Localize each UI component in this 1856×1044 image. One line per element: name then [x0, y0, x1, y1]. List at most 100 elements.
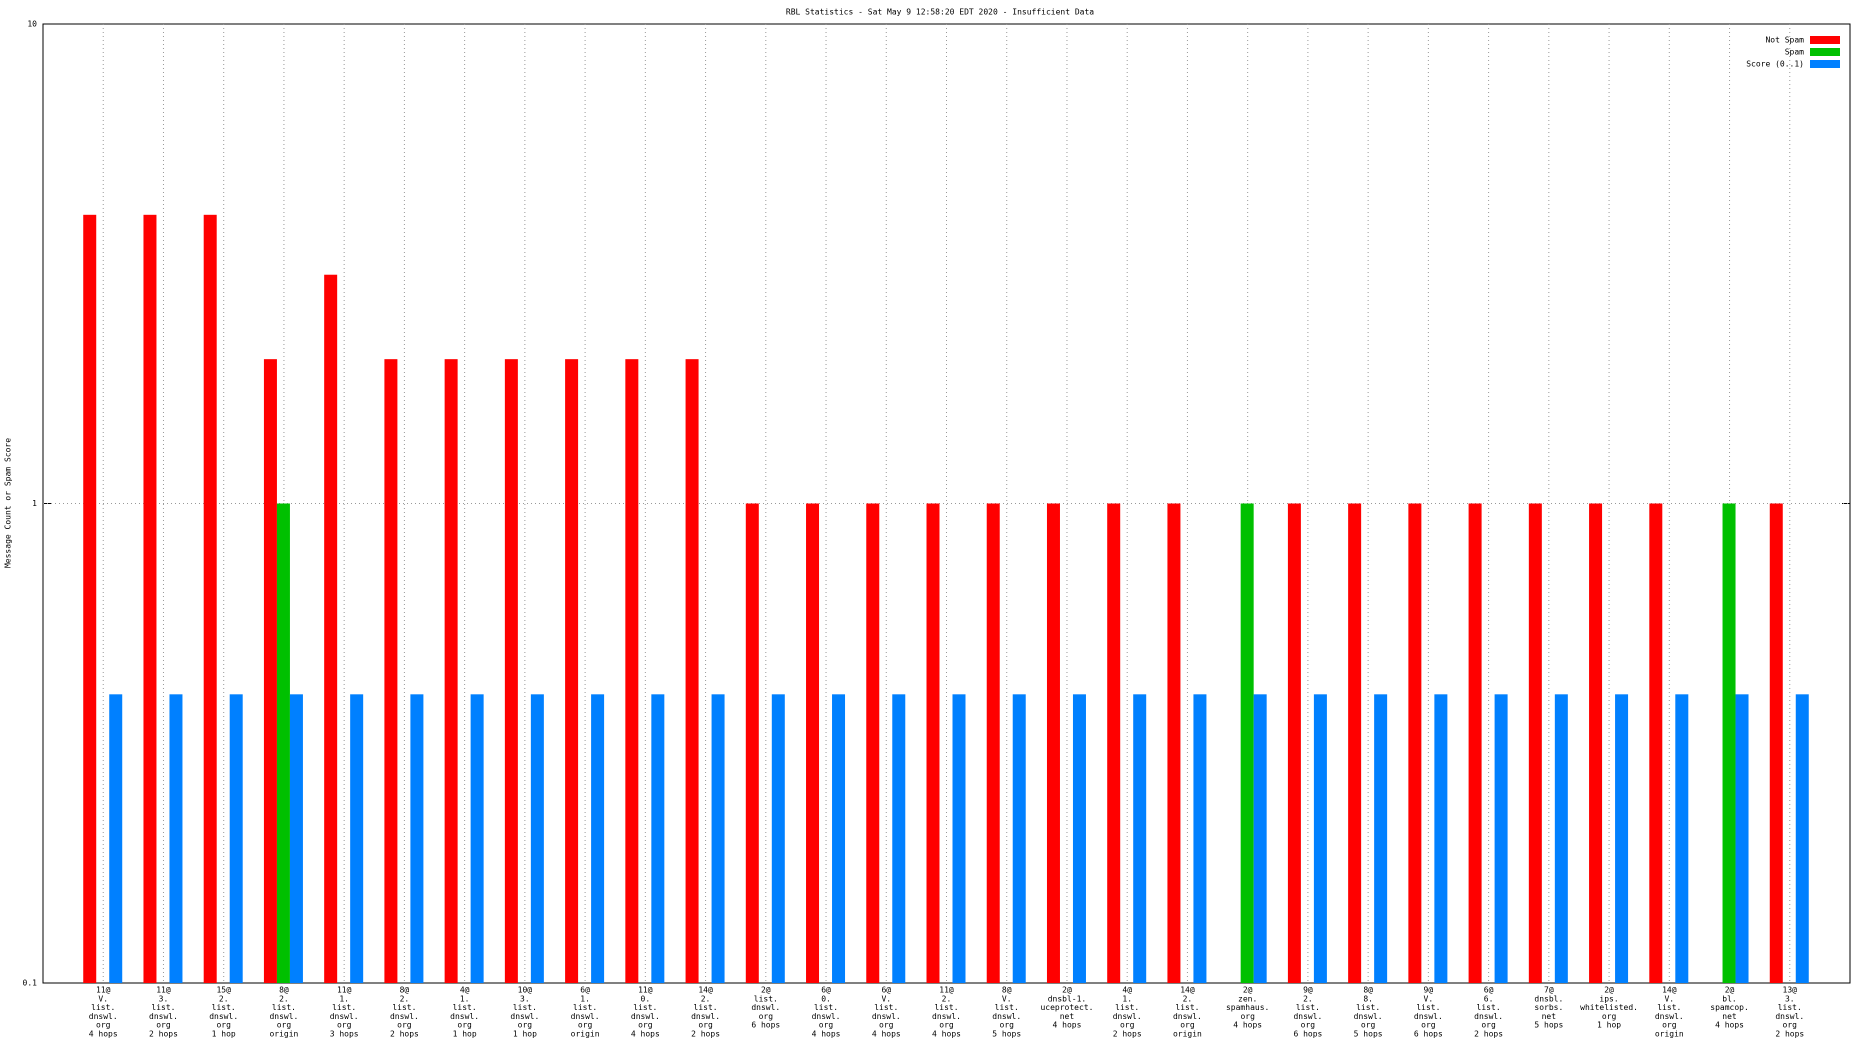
x-tick-label: dnswl. — [89, 1012, 118, 1021]
bar — [591, 694, 605, 983]
x-tick-label: list. — [212, 1003, 236, 1012]
x-tick-label: dnswl. — [872, 1012, 901, 1021]
bar — [1012, 694, 1026, 983]
x-tick-label: list. — [1115, 1003, 1139, 1012]
x-tick-label: 1 hop — [212, 1030, 236, 1039]
x-tick-label: dnswl. — [691, 1012, 720, 1021]
x-tick-label: 4 hops — [631, 1030, 660, 1039]
x-tick-label: dnswl. — [1474, 1012, 1503, 1021]
bar — [1167, 503, 1181, 983]
x-tick-label: 2. — [400, 994, 410, 1003]
x-tick-label: 4 hops — [89, 1030, 118, 1039]
x-tick-label: 3 hops — [330, 1030, 359, 1039]
x-tick-label: dnswl. — [1173, 1012, 1202, 1021]
x-tick-label: list. — [934, 1003, 958, 1012]
x-tick-label: net — [1542, 1012, 1557, 1021]
bar — [1287, 503, 1301, 983]
bar — [1722, 503, 1736, 983]
x-tick-label: 6@ — [580, 986, 590, 995]
x-tick-label: list. — [1778, 1003, 1802, 1012]
bar — [1133, 694, 1147, 983]
legend-label: Not Spam — [1765, 36, 1804, 45]
y-tick-label: 10 — [27, 20, 37, 29]
bar — [229, 694, 243, 983]
x-tick-label: spamhaus. — [1226, 1003, 1269, 1012]
x-tick-label: 1. — [580, 994, 590, 1003]
x-tick-label: 2@ — [1062, 986, 1072, 995]
x-tick-label: org — [1421, 1021, 1436, 1030]
x-tick-label: org — [638, 1021, 653, 1030]
bar — [1253, 694, 1267, 983]
bar — [1675, 694, 1689, 983]
x-tick-label: 2 hops — [1113, 1030, 1142, 1039]
bar — [1046, 503, 1060, 983]
bar — [1795, 694, 1809, 983]
x-tick-label: V. — [1424, 994, 1434, 1003]
x-tick-label: 9@ — [1303, 986, 1313, 995]
x-tick-label: 4 hops — [1715, 1021, 1744, 1030]
y-axis-label: Message Count or Spam Score — [4, 438, 13, 568]
x-tick-label: 4 hops — [1053, 1021, 1082, 1030]
x-tick-label: org — [156, 1021, 171, 1030]
x-tick-label: dnswl. — [450, 1012, 479, 1021]
x-tick-label: 6 hops — [751, 1021, 780, 1030]
x-tick-label: list. — [1296, 1003, 1320, 1012]
x-tick-label: org — [1481, 1021, 1496, 1030]
bar — [1107, 503, 1121, 983]
x-tick-label: 11@ — [337, 986, 352, 995]
x-tick-label: 6@ — [821, 986, 831, 995]
x-tick-label: 9@ — [1424, 986, 1434, 995]
x-tick-label: dnswl. — [149, 1012, 178, 1021]
bar — [1348, 503, 1362, 983]
x-tick-label: list. — [694, 1003, 718, 1012]
x-tick-label: 6 hops — [1414, 1030, 1443, 1039]
x-tick-label: 7@ — [1544, 986, 1554, 995]
x-tick-label: dnswl. — [1293, 1012, 1322, 1021]
x-tick-label: list. — [151, 1003, 175, 1012]
x-tick-label: 1 hop — [1597, 1021, 1621, 1030]
x-tick-label: sorbs. — [1534, 1003, 1563, 1012]
y-tick-label: 0.1 — [23, 979, 38, 988]
y-tick-label: 1 — [32, 499, 37, 508]
x-tick-label: 14@ — [1662, 986, 1677, 995]
x-tick-label: list. — [272, 1003, 296, 1012]
x-tick-label: dnswl. — [751, 1003, 780, 1012]
bar — [83, 214, 97, 983]
x-tick-label: 4@ — [460, 986, 470, 995]
bar — [926, 503, 940, 983]
x-tick-label: 4 hops — [932, 1030, 961, 1039]
x-tick-label: 4 hops — [812, 1030, 841, 1039]
x-tick-label: list. — [1657, 1003, 1681, 1012]
bar — [530, 694, 544, 983]
x-tick-label: dnswl. — [1655, 1012, 1684, 1021]
x-tick-label: org — [1602, 1012, 1617, 1021]
x-tick-label: list. — [1477, 1003, 1501, 1012]
x-tick-label: org — [1361, 1021, 1376, 1030]
x-tick-label: 4 hops — [1233, 1021, 1262, 1030]
x-tick-label: 2. — [219, 994, 229, 1003]
bar — [1554, 694, 1568, 983]
x-tick-label: 2@ — [1243, 986, 1253, 995]
x-tick-label: 14@ — [698, 986, 713, 995]
x-tick-label: whitelisted. — [1580, 1003, 1638, 1012]
x-tick-label: 3. — [1785, 994, 1795, 1003]
x-tick-label: org — [216, 1021, 231, 1030]
x-tick-label: list. — [453, 1003, 477, 1012]
x-tick-label: dnswl. — [390, 1012, 419, 1021]
x-tick-label: org — [337, 1021, 352, 1030]
x-tick-label: 11@ — [638, 986, 653, 995]
x-tick-label: V. — [881, 994, 891, 1003]
bar — [263, 359, 277, 983]
x-tick-label: 6@ — [881, 986, 891, 995]
x-tick-label: dnsbl. — [1534, 994, 1563, 1003]
x-tick-label: list. — [332, 1003, 356, 1012]
x-tick-label: 2. — [942, 994, 952, 1003]
bar — [771, 694, 785, 983]
bar — [289, 694, 303, 983]
x-tick-label: org — [759, 1012, 774, 1021]
x-tick-label: org — [698, 1021, 713, 1030]
x-tick-label: dnswl. — [269, 1012, 298, 1021]
bar — [1494, 694, 1508, 983]
x-tick-label: 15@ — [216, 986, 231, 995]
